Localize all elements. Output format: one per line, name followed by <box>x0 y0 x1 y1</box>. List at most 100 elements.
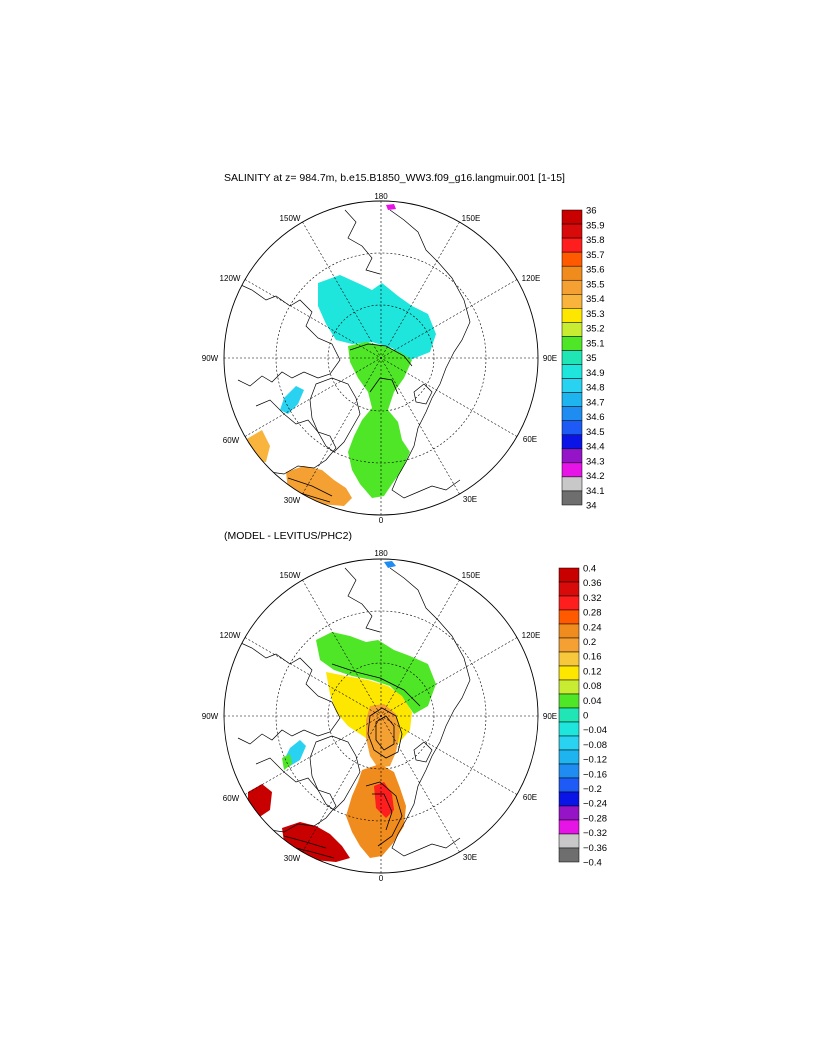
colorbar-swatch <box>558 847 580 863</box>
colorbar-label: 0.28 <box>583 608 602 619</box>
bottom-graticule <box>224 559 538 873</box>
colorbar-label: 34.3 <box>586 456 605 467</box>
top-lon-label: 120W <box>220 274 241 283</box>
bottom-lon-label: 30W <box>284 854 301 863</box>
bottom-field-orange-lomonosov <box>366 704 400 768</box>
colorbar-swatch <box>561 251 583 267</box>
bottom-field-red-fram <box>374 782 394 818</box>
bottom-coastline-greenland <box>309 735 361 811</box>
colorbar-swatch <box>561 322 583 337</box>
bottom-field-green-canada-basin <box>316 632 436 714</box>
colorbar-swatch <box>558 763 580 779</box>
top-lon-label: 120E <box>522 274 541 283</box>
colorbar-swatch <box>561 279 583 295</box>
top-map-boundary <box>223 200 539 516</box>
colorbar-swatch <box>558 805 580 821</box>
colorbar-label: 0.04 <box>583 696 602 707</box>
colorbar-label: −0.32 <box>583 828 607 839</box>
colorbar-label: −0.36 <box>583 843 607 854</box>
colorbar-label: −0.08 <box>583 740 607 751</box>
colorbar-label: 35.8 <box>586 235 605 246</box>
colorbar-label: 35.1 <box>586 338 605 349</box>
colorbar-swatch <box>561 350 583 365</box>
bottom-lon-label: 150W <box>280 571 301 580</box>
top-panel-title: SALINITY at z= 984.7m, b.e15.B1850_WW3.f… <box>224 172 565 184</box>
colorbar-swatch <box>558 609 580 625</box>
colorbar-label: 34.5 <box>586 427 605 438</box>
colorbar-swatch <box>561 223 583 239</box>
colorbar-label: 34.9 <box>586 368 605 379</box>
colorbar-label: 0 <box>583 711 588 722</box>
colorbar-label: 34.6 <box>586 412 605 423</box>
top-contour-inflow <box>369 377 399 395</box>
colorbar-label: 36 <box>586 206 597 217</box>
colorbar-swatch <box>558 651 580 667</box>
colorbar-label: 0.36 <box>583 578 602 589</box>
colorbar-swatch <box>561 294 583 309</box>
top-lon-label: 150W <box>280 214 301 223</box>
colorbar-label: 35.6 <box>586 265 605 276</box>
top-field-yellow-labrador <box>244 430 270 462</box>
bottom-lon-label: 180 <box>374 549 388 558</box>
top-graticule <box>224 201 538 515</box>
colorbar-swatch <box>561 237 583 253</box>
colorbar-swatch <box>561 434 583 450</box>
bottom-lon-label: 90W <box>202 712 219 721</box>
colorbar-label: −0.16 <box>583 769 607 780</box>
top-lon-label: 60W <box>223 436 240 445</box>
bottom-map-boundary <box>223 558 539 874</box>
top-lon-label: 30W <box>284 496 301 505</box>
colorbar-swatch <box>561 406 583 421</box>
bottom-panel-title: (MODEL - LEVITUS/PHC2) <box>224 530 352 542</box>
colorbar-swatch <box>558 749 580 765</box>
bottom-coastline-svalbard <box>413 741 433 763</box>
colorbar-label: 35 <box>586 353 597 364</box>
colorbar-swatch <box>561 420 583 436</box>
colorbar-swatch <box>561 209 583 225</box>
top-lon-label: 180 <box>374 192 388 201</box>
colorbar-swatch <box>558 721 580 737</box>
colorbar-swatch <box>561 336 583 351</box>
colorbar-swatch <box>558 595 580 611</box>
bottom-field-blue-bering <box>384 561 396 568</box>
top-field-cyan-canada-basin <box>318 275 436 360</box>
bottom-lon-label: 0 <box>379 874 384 883</box>
colorbar-label: 34 <box>586 501 597 512</box>
top-coastline-svalbard <box>413 383 433 405</box>
top-lon-label: 90E <box>543 354 557 363</box>
colorbar-label: 0.08 <box>583 681 602 692</box>
top-field-magenta-bering <box>386 204 396 210</box>
top-colorbar: 36 35.9 35.8 35.7 35.6 35.5 35.4 35.3 35.2 35.1 35… <box>561 206 605 512</box>
top-field-green-eurasian-basin <box>348 342 412 498</box>
colorbar-swatch <box>558 581 580 597</box>
bottom-lon-label: 150E <box>462 571 481 580</box>
bottom-lon-label: 120E <box>522 631 541 640</box>
bottom-lon-label: 90E <box>543 712 557 721</box>
colorbar-label: 35.7 <box>586 250 605 261</box>
bottom-field-orange-nordic-seas <box>346 764 406 858</box>
colorbar-swatch <box>561 462 583 478</box>
top-lon-label: 30E <box>463 495 477 504</box>
colorbar-swatch <box>558 777 580 793</box>
bottom-coastline-north-america <box>229 637 341 833</box>
colorbar-swatch <box>558 623 580 639</box>
colorbar-label: 34.8 <box>586 383 605 394</box>
colorbar-label: 0.16 <box>583 652 602 663</box>
top-coastline-north-america <box>229 279 341 475</box>
colorbar-label: 0.24 <box>583 622 602 633</box>
colorbar-label: 0.2 <box>583 637 596 648</box>
bottom-lon-label: 60W <box>223 794 240 803</box>
colorbar-swatch <box>558 707 580 723</box>
colorbar-label: 35.2 <box>586 324 605 335</box>
colorbar-swatch <box>561 364 583 379</box>
colorbar-swatch <box>558 833 580 849</box>
colorbar-swatch <box>558 679 580 695</box>
colorbar-label: 34.2 <box>586 471 605 482</box>
colorbar-label: 35.9 <box>586 220 605 231</box>
bottom-lon-label: 60E <box>523 793 537 802</box>
colorbar-swatch <box>558 693 580 709</box>
colorbar-label: 0.32 <box>583 593 602 604</box>
bottom-colorbar: 0.4 0.36 0.32 0.28 0.24 0.2 0.16 0.12 0.08 0.04 0 −… <box>558 564 607 869</box>
colorbar-swatch <box>558 819 580 835</box>
